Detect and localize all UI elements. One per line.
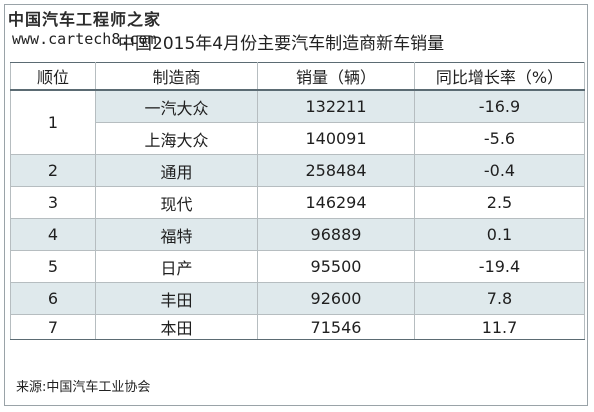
table-frame: [4, 4, 588, 406]
header-maker: 制造商: [95, 62, 258, 91]
table-row: 上海大众 140091 -5.6: [11, 122, 585, 155]
growth-cell: 7.8: [414, 282, 585, 315]
growth-cell: -16.9: [414, 90, 585, 123]
sales-table: 顺位 制造商 销量（辆） 同比增长率（%） 1 一汽大众 132211 -16.…: [10, 62, 585, 340]
table-row: 2 通用 258484 -0.4: [10, 154, 585, 187]
table-row: 1 一汽大众 132211 -16.9: [10, 90, 585, 155]
header-row: 顺位 制造商 销量（辆） 同比增长率（%）: [10, 62, 585, 91]
source-note: 来源:中国汽车工业协会: [16, 380, 151, 395]
maker-cell: 丰田: [95, 282, 258, 315]
rank-cell: 6: [10, 282, 96, 315]
sales-cell: 132211: [257, 90, 415, 123]
header-growth: 同比增长率（%）: [414, 62, 585, 91]
growth-cell: -5.6: [414, 122, 585, 155]
maker-cell: 一汽大众: [95, 90, 258, 123]
growth-cell: 2.5: [414, 186, 585, 219]
maker-cell: 通用: [95, 154, 258, 187]
watermark-url: www.cartech8.com: [12, 30, 157, 48]
maker-cell: 日产: [95, 250, 258, 283]
sales-cell: 96889: [257, 218, 415, 251]
maker-cell: 现代: [95, 186, 258, 219]
header-sales: 销量（辆）: [257, 62, 415, 91]
table-title: 中国2015年4月份主要汽车制造商新车销量: [118, 34, 445, 54]
rank-cell: 7: [10, 314, 96, 340]
maker-cell: 上海大众: [95, 122, 258, 155]
maker-cell: 福特: [95, 218, 258, 251]
growth-cell: -19.4: [414, 250, 585, 283]
sales-cell: 140091: [257, 122, 415, 155]
sales-cell: 92600: [257, 282, 415, 315]
rank-cell: 1: [10, 90, 96, 155]
maker-cell: 本田: [95, 314, 258, 340]
sales-cell: 258484: [257, 154, 415, 187]
table-row: 4 福特 96889 0.1: [10, 218, 585, 251]
table-row: 5 日产 95500 -19.4: [10, 250, 585, 283]
table-row: 6 丰田 92600 7.8: [10, 282, 585, 315]
watermark-site-name: 中国汽车工程师之家: [8, 10, 162, 29]
rank-cell: 2: [10, 154, 96, 187]
growth-cell: 0.1: [414, 218, 585, 251]
sales-cell: 71546: [257, 314, 415, 340]
growth-cell: 11.7: [414, 314, 585, 340]
rank-cell: 5: [10, 250, 96, 283]
sales-cell: 146294: [257, 186, 415, 219]
header-rank: 顺位: [10, 62, 96, 91]
rank-cell: 3: [10, 186, 96, 219]
rank-cell: 4: [10, 218, 96, 251]
sales-cell: 95500: [257, 250, 415, 283]
table-row: 3 现代 146294 2.5: [10, 186, 585, 219]
growth-cell: -0.4: [414, 154, 585, 187]
table-row: 7 本田 71546 11.7: [10, 314, 585, 340]
